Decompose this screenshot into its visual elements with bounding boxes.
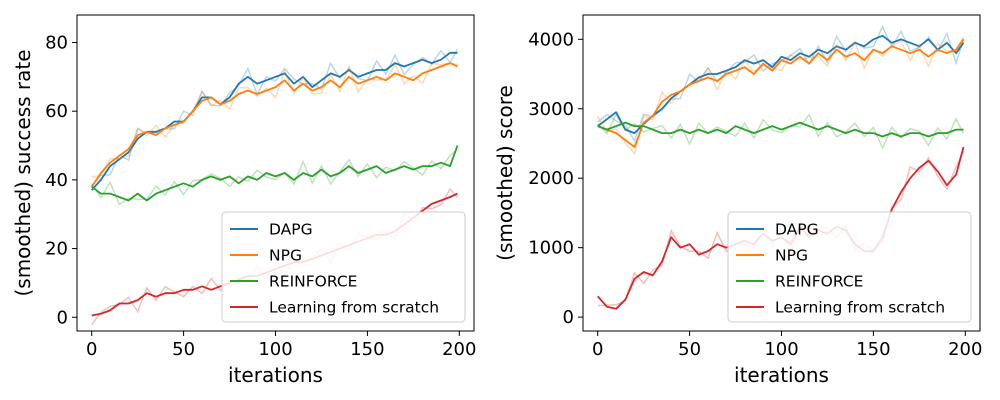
x-tick-label: 100 [764,339,798,360]
legend-box [727,211,972,323]
series-line-2 [597,121,964,138]
x-tick-label: 50 [172,339,195,360]
legend-entry-1: NPG [775,247,808,265]
series-line-0 [597,34,965,134]
x-tick-label: 200 [442,339,476,360]
y-tick-label: 4000 [528,29,574,50]
legend-entry-2: REINFORCE [269,273,357,291]
y-tick-label: 80 [45,32,68,53]
series-line-2 [91,145,459,202]
series-line-1 [597,38,965,148]
y-tick-label: 1000 [528,238,574,259]
x-tick-label: 50 [678,339,701,360]
y-axis-label: (smoothed) score [493,85,517,261]
series-line-1 [90,62,458,188]
x-tick-label: 0 [86,339,97,360]
x-axis-label: iterations [228,363,323,387]
y-tick-label: 0 [563,307,574,328]
series-raw-line-0 [91,48,459,187]
legend-entry-3: Learning from scratch [775,299,945,317]
legend-entry-2: REINFORCE [775,273,863,291]
y-tick-label: 40 [45,170,68,191]
x-tick-label: 200 [948,339,982,360]
legend-entry-0: DAPG [775,221,819,239]
x-tick-label: 150 [856,339,890,360]
x-tick-label: 150 [350,339,384,360]
x-tick-label: 0 [592,339,603,360]
series-raw-line-1 [597,36,965,156]
legend-entry-3: Learning from scratch [269,299,439,317]
series-raw-line-0 [597,24,965,143]
y-tick-label: 0 [57,307,68,328]
y-tick-label: 60 [45,101,68,122]
series-line-0 [91,51,458,191]
y-tick-label: 3000 [528,99,574,120]
series-raw-line-1 [91,62,458,178]
y-axis-label: (smoothed) success rate [11,49,35,296]
legend-entry-0: DAPG [269,221,313,239]
y-tick-label: 20 [45,239,68,260]
y-tick-label: 2000 [528,168,574,189]
x-tick-label: 100 [258,339,292,360]
legend-entry-1: NPG [269,247,302,265]
legend-box [221,211,466,323]
x-axis-label: iterations [734,363,829,387]
